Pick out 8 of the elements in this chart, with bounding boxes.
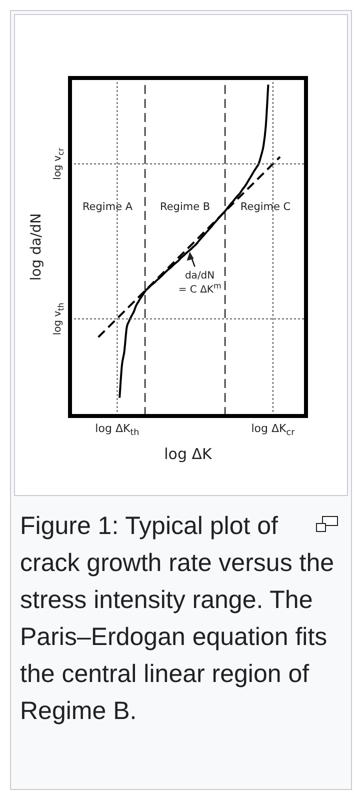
ref-line-label: log vth — [52, 302, 66, 336]
annotation: Regime B — [160, 201, 210, 214]
x-axis-title: log ΔK — [164, 444, 214, 463]
caption: Figure 1: Typical plot of crack growth rate versus the stress intensity range. The Paris–Erdogan equation fits the central linear region of Regime B. — [20, 512, 334, 725]
ref-line-label: log vcr — [52, 147, 66, 180]
annotation: Regime A — [82, 201, 134, 214]
annotation: Regime C — [240, 201, 291, 214]
y-axis-title: log da/dN — [28, 213, 45, 281]
